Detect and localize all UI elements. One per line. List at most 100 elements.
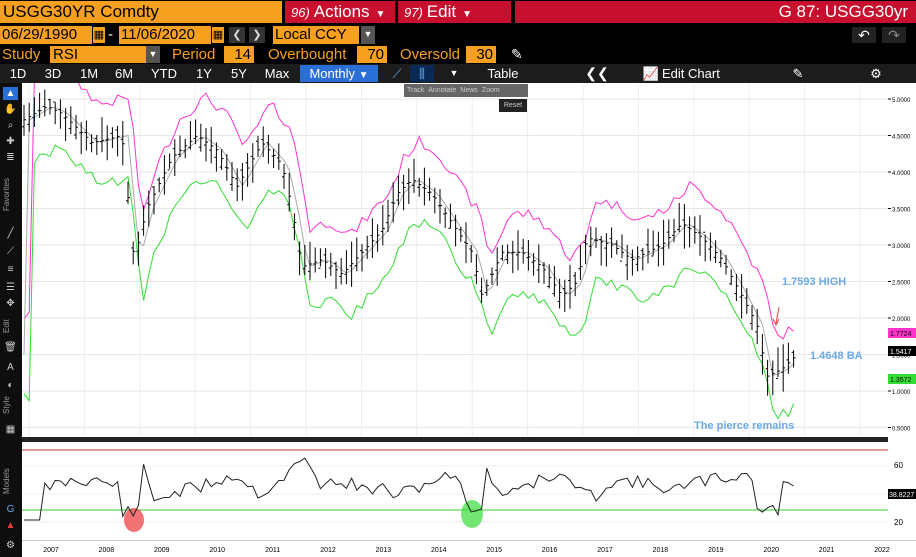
start-date-field[interactable]: 06/29/1990 (0, 26, 92, 44)
edit-tab[interactable]: Edit (2, 319, 11, 333)
calendar-icon[interactable]: ▦ (212, 27, 224, 43)
date-bar: 06/29/1990 ▦ - 11/06/2020 ▦ ❮ ❯ Local CC… (0, 25, 916, 45)
red-arrow-annotation[interactable] (775, 306, 780, 324)
last-price-marker (888, 346, 916, 356)
year-label: 2017 (597, 547, 613, 554)
oversold-input[interactable]: 30 (466, 46, 496, 63)
year-label: 2022 (874, 547, 890, 554)
period-label: Period (172, 46, 216, 63)
line-chart-icon[interactable]: ⟋ (392, 66, 402, 81)
undo-icon[interactable]: ↶ (852, 27, 876, 43)
security-title: G 87: USGG30yr (515, 1, 916, 23)
next-arrow-icon[interactable]: ❯ (249, 27, 265, 43)
cursor-icon[interactable]: ▲ (3, 87, 18, 100)
layout-icon[interactable]: ▦ (5, 424, 16, 435)
end-date-field[interactable]: 11/06/2020 (119, 26, 211, 44)
edit-button[interactable]: 97) Edit ▼ (398, 1, 511, 23)
price-chart-panel[interactable]: 1.7593 HIGH 1.4648 BA The pierce remains… (22, 64, 888, 437)
rsi-line (24, 457, 794, 521)
table-button[interactable]: Table (487, 66, 519, 81)
model-icon[interactable]: G (6, 504, 15, 515)
year-label: 2016 (542, 547, 558, 554)
move-icon[interactable]: ✥ (6, 298, 15, 309)
period-max[interactable]: Max (264, 66, 290, 81)
track-tool[interactable]: Track (407, 87, 425, 94)
trend-icon[interactable]: ⟋ (7, 246, 14, 257)
channel-icon[interactable]: ≡ (7, 264, 14, 275)
chevron-down-icon[interactable]: ▼ (361, 26, 375, 44)
lower-band-marker (888, 374, 916, 384)
pencil-icon[interactable]: ✎ (511, 46, 523, 62)
period-1d[interactable]: 1D (9, 66, 27, 81)
calendar-icon[interactable]: ▦ (93, 27, 105, 43)
ticker-field[interactable]: USGG30YR Comdty (0, 1, 282, 23)
study-select[interactable]: RSI (50, 46, 146, 63)
period-3d[interactable]: 3D (44, 66, 62, 81)
signal-icon[interactable]: ▲ (5, 520, 16, 531)
study-bar: Study RSI ▼ Period 14 Overbought 70 Over… (0, 45, 916, 64)
list-icon[interactable]: ≣ (6, 152, 15, 163)
period-1m[interactable]: 1M (79, 66, 99, 81)
period-5y[interactable]: 5Y (231, 66, 247, 81)
actions-number: 96) (291, 5, 310, 20)
line-tool-icon[interactable]: ╱ (7, 228, 14, 239)
actions-button[interactable]: 96) Actions ▼ (285, 1, 395, 23)
overbought-input[interactable]: 70 (357, 46, 387, 63)
chevron-down-icon: ▼ (375, 9, 386, 20)
redo-icon[interactable]: ↷ (882, 27, 906, 43)
zoom-icon[interactable]: ⌕ (7, 120, 14, 131)
period-input[interactable]: 14 (224, 46, 254, 63)
favorites-tab[interactable]: Favorites (2, 178, 11, 212)
pane-divider[interactable] (22, 437, 916, 442)
period-ytd[interactable]: YTD (151, 66, 177, 81)
bar-chart-icon[interactable]: ⫼ (410, 65, 434, 82)
chevron-down-icon[interactable]: ▼ (449, 68, 459, 78)
style-tab[interactable]: Style (2, 396, 11, 414)
price-tick-label: 1.0000 (892, 390, 911, 396)
currency-field[interactable]: Local CCY (273, 26, 359, 44)
prev-arrow-icon[interactable]: ❮ (229, 27, 245, 43)
trash-icon[interactable]: 🗑 (4, 342, 17, 353)
year-label: 2015 (486, 547, 502, 554)
period-1y[interactable]: 1Y (196, 66, 212, 81)
zoom-tool[interactable]: Zoom (481, 87, 500, 94)
year-label: 2014 (431, 547, 447, 554)
red-highlight-circle[interactable] (124, 508, 144, 532)
edit-label: Edit (426, 2, 457, 21)
oversold-label: Oversold (400, 46, 461, 63)
price-tick-label: 3.5000 (892, 208, 911, 214)
rsi-chart[interactable] (22, 442, 888, 540)
chevron-down-icon: ▼ (358, 70, 369, 81)
period-6m[interactable]: 6M (114, 66, 134, 81)
frequency-select[interactable]: Monthly ▼ (300, 65, 378, 82)
hand-icon[interactable]: ✋ (4, 104, 17, 115)
ba-annotation[interactable]: 1.4648 BA (810, 350, 863, 362)
pierce-annotation[interactable]: The pierce remains (694, 420, 794, 432)
annotate-tool[interactable]: Annotate (428, 87, 457, 94)
models-tab[interactable]: Models (2, 468, 11, 494)
high-annotation[interactable]: 1.7593 HIGH (782, 276, 846, 288)
year-label: 2012 (320, 547, 336, 554)
frequency-label: Monthly (309, 66, 355, 81)
year-label: 2018 (653, 547, 669, 554)
price-tick-label: 5.0000 (892, 98, 911, 104)
gear-icon[interactable]: ⚙ (870, 66, 882, 81)
year-label: 2008 (99, 547, 115, 554)
draw-icon[interactable]: ✎ (792, 66, 804, 81)
chevron-down-icon[interactable]: ▼ (146, 46, 160, 63)
edit-chart-button[interactable]: Edit Chart (662, 66, 720, 81)
settings-icon[interactable]: ⚙ (6, 540, 15, 551)
reset-button[interactable]: Reset (499, 99, 527, 112)
collapse-icon[interactable]: ❮❮ (585, 65, 609, 81)
green-highlight-circle[interactable] (461, 500, 483, 528)
rsi-panel[interactable] (22, 442, 888, 540)
actions-label: Actions (313, 2, 370, 21)
upper-band-value: 1.7724 (890, 331, 912, 338)
red-arrow-head (772, 318, 780, 327)
price-chart[interactable]: 1.7593 HIGH 1.4648 BA The pierce remains (22, 64, 888, 437)
crosshair-icon[interactable]: ✚ (6, 136, 15, 147)
color-icon[interactable]: ◐ (7, 380, 14, 391)
text-icon[interactable]: A (7, 362, 14, 373)
fib-icon[interactable]: ☰ (6, 282, 15, 293)
news-tool[interactable]: News (460, 87, 478, 94)
